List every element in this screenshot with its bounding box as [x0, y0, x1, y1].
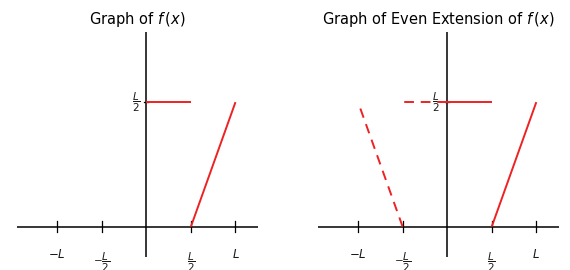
Text: $-\dfrac{L}{2}$: $-\dfrac{L}{2}$ [394, 250, 412, 270]
Text: $-\dfrac{L}{2}$: $-\dfrac{L}{2}$ [93, 250, 111, 270]
Title: Graph of $\it{f}\,(x)$: Graph of $\it{f}\,(x)$ [89, 10, 186, 29]
Text: $-L$: $-L$ [48, 248, 66, 261]
Text: $\dfrac{L}{2}$: $\dfrac{L}{2}$ [186, 250, 195, 270]
Text: $-L$: $-L$ [349, 248, 367, 261]
Text: $L$: $L$ [532, 248, 540, 261]
Text: $\dfrac{L}{2}$: $\dfrac{L}{2}$ [432, 90, 441, 114]
Text: $\dfrac{L}{2}$: $\dfrac{L}{2}$ [487, 250, 496, 270]
Text: $L$: $L$ [231, 248, 239, 261]
Title: Graph of Even Extension of $\it{f}\,(x)$: Graph of Even Extension of $\it{f}\,(x)$ [322, 10, 555, 29]
Text: $\dfrac{L}{2}$: $\dfrac{L}{2}$ [132, 90, 140, 114]
